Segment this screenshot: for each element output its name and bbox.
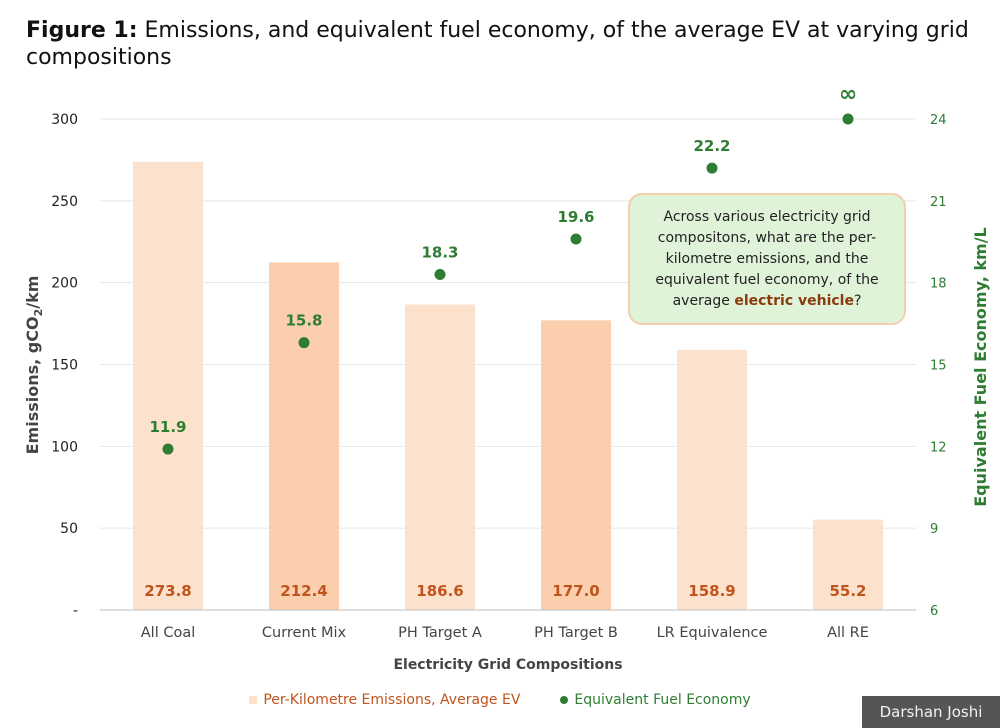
- left-tick-label: 300: [51, 112, 78, 128]
- left-axis-title: Emissions, gCO2/km: [23, 276, 45, 455]
- callout-text: Across various electricity grid composit…: [655, 208, 879, 309]
- left-axis-title-main: Emissions, gCO: [23, 316, 42, 454]
- left-axis-title-subscript: 2: [32, 309, 45, 317]
- category-label: Current Mix: [262, 625, 347, 641]
- left-tick-label: 150: [51, 358, 78, 374]
- x-axis-title: Electricity Grid Compositions: [393, 657, 622, 673]
- category-label: All RE: [827, 625, 869, 641]
- left-axis-title-unit: /km: [23, 276, 42, 309]
- category-label: All Coal: [141, 625, 196, 641]
- legend-item-fuel-economy: Equivalent Fuel Economy: [560, 692, 751, 708]
- right-tick-label: 15: [930, 359, 947, 374]
- chart-title-prefix: Figure 1:: [26, 18, 138, 43]
- right-tick-label: 18: [930, 277, 947, 292]
- emissions-bar: [405, 304, 475, 610]
- emissions-bar-label: 186.6: [416, 582, 463, 600]
- left-tick-label: -: [73, 603, 78, 619]
- fuel-economy-label: 11.9: [149, 418, 186, 436]
- callout-highlight: electric vehicle: [734, 292, 854, 309]
- fuel-economy-point: [162, 443, 174, 455]
- emissions-bar: [813, 519, 883, 610]
- emissions-bar-label: 177.0: [552, 582, 599, 600]
- right-axis-title: Equivalent Fuel Economy, km/L: [971, 227, 990, 507]
- right-tick-label: 9: [930, 522, 938, 537]
- emissions-bar: [677, 349, 747, 610]
- fuel-economy-label: 19.6: [557, 208, 594, 226]
- category-label: LR Equivalence: [657, 625, 768, 641]
- fuel-economy-label: 15.8: [285, 312, 322, 330]
- legend-label-emissions: Per-Kilometre Emissions, Average EV: [263, 692, 521, 708]
- fuel-economy-label: 22.2: [693, 137, 730, 155]
- fuel-economy-point: [570, 233, 582, 245]
- legend-item-emissions: Per-Kilometre Emissions, Average EV: [249, 692, 520, 708]
- emissions-bar-label: 212.4: [280, 582, 327, 600]
- legend-swatch-emissions: [249, 696, 258, 704]
- callout-text-end: ?: [853, 292, 862, 309]
- left-tick-label: 50: [60, 521, 78, 537]
- left-tick-label: 200: [51, 276, 78, 292]
- right-tick-label: 24: [930, 113, 947, 128]
- left-tick-label: 250: [51, 194, 78, 210]
- left-tick-label: 100: [51, 439, 78, 455]
- fuel-economy-label: 18.3: [421, 243, 458, 261]
- right-tick-label: 6: [930, 604, 938, 619]
- category-label: PH Target A: [398, 625, 482, 641]
- emissions-bar-label: 273.8: [144, 582, 191, 600]
- chart-title-text: Emissions, and equivalent fuel economy, …: [26, 18, 969, 70]
- emissions-bar-label: 55.2: [829, 582, 866, 600]
- fuel-economy-point: [298, 337, 310, 349]
- category-label: PH Target B: [534, 625, 618, 641]
- legend-marker-fuel-economy: [560, 696, 569, 704]
- fuel-economy-label: ∞: [839, 82, 857, 107]
- emissions-bar: [269, 262, 339, 610]
- emissions-bar: [133, 161, 203, 610]
- author-credit: Darshan Joshi: [862, 696, 1000, 728]
- legend-label-fuel-economy: Equivalent Fuel Economy: [574, 692, 751, 708]
- fuel-economy-point: [434, 268, 446, 280]
- question-callout: Across various electricity grid composit…: [628, 193, 906, 325]
- fuel-economy-point: [706, 162, 718, 174]
- chart-title: Figure 1: Emissions, and equivalent fuel…: [26, 17, 976, 71]
- fuel-economy-point: [842, 113, 854, 125]
- chart-legend: Per-Kilometre Emissions, Average EV Equi…: [0, 689, 1000, 711]
- emissions-bar: [541, 320, 611, 610]
- right-tick-label: 12: [930, 440, 947, 455]
- right-tick-label: 21: [930, 195, 947, 210]
- emissions-bar-label: 158.9: [688, 582, 735, 600]
